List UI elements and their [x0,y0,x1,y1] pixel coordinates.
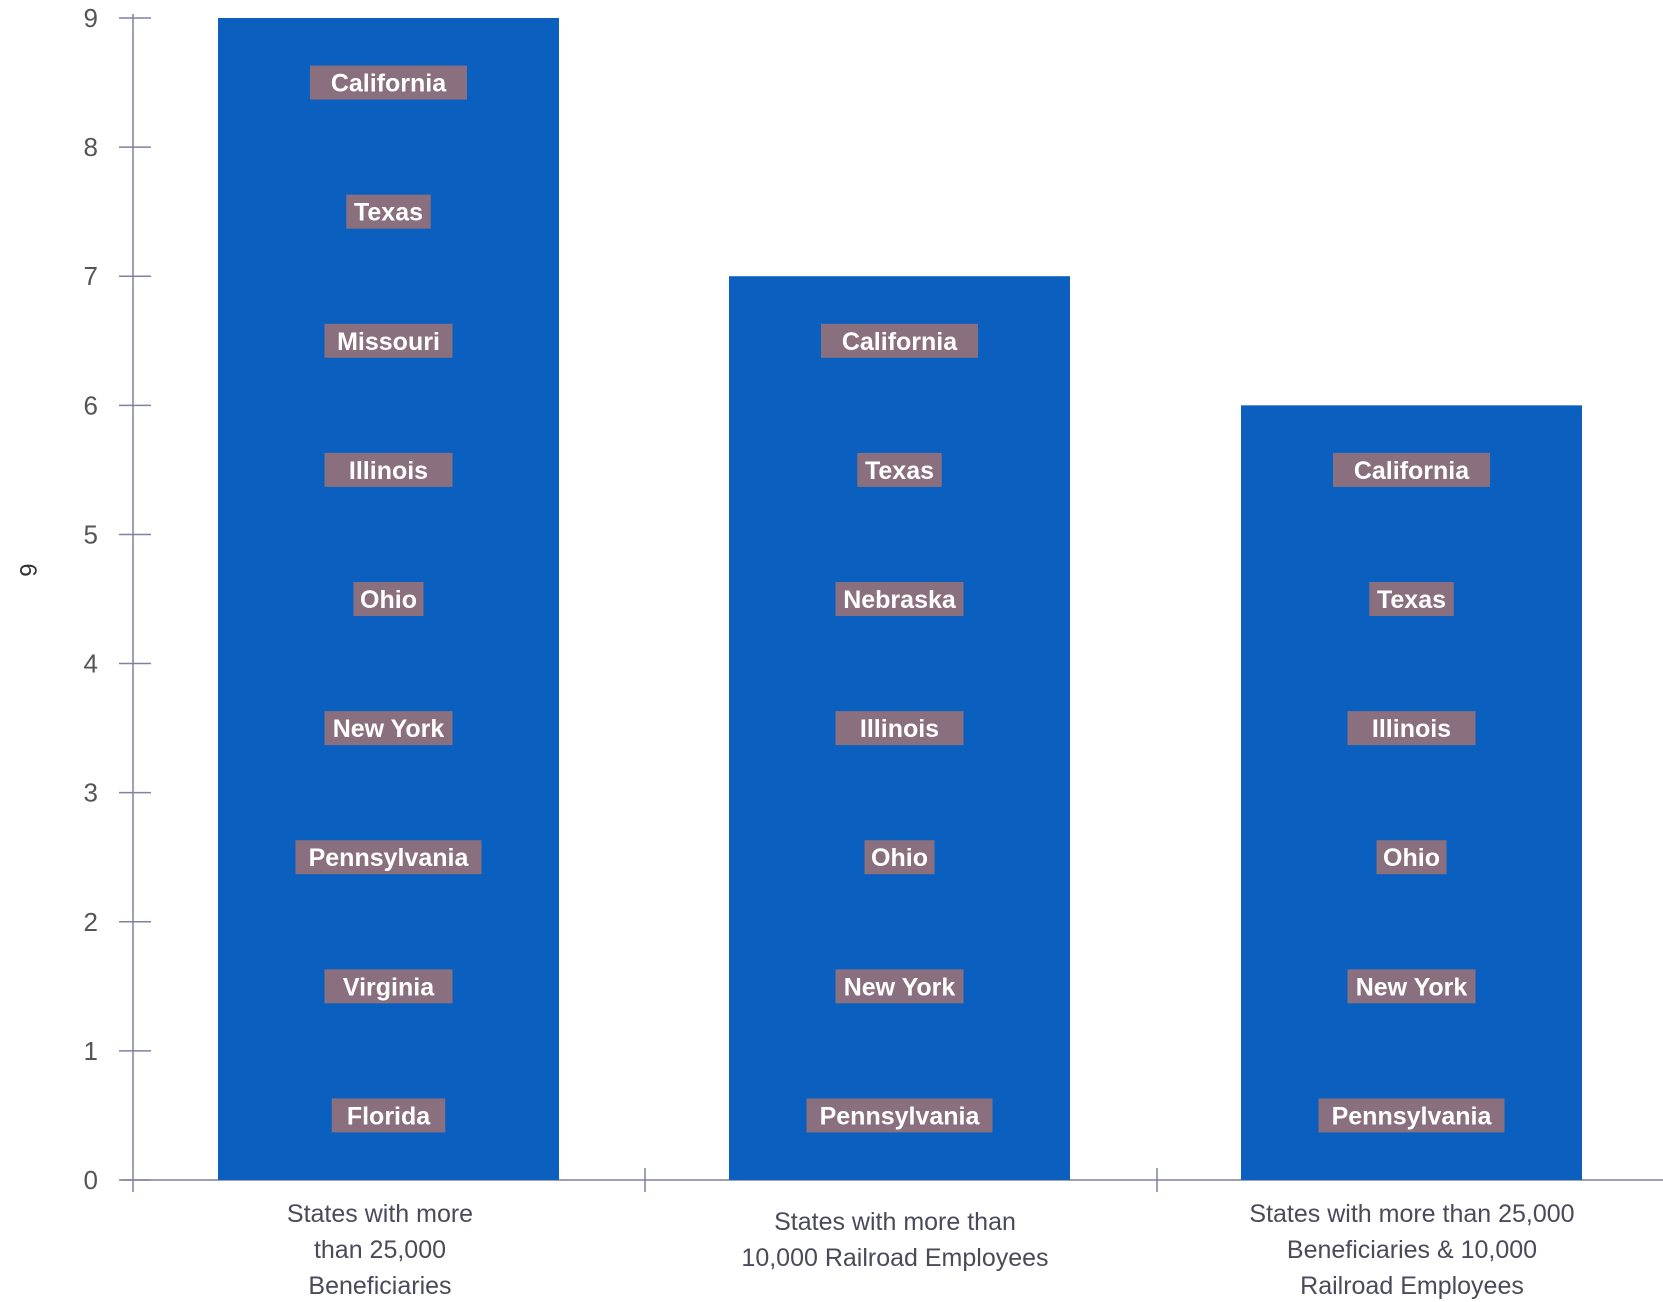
category-label: than 25,000 [314,1236,446,1264]
segment-label: California [331,70,447,98]
segment-label-bg [346,194,431,229]
segment-label: New York [844,973,956,1001]
segment-label: Pennsylvania [309,844,470,872]
y-tick-label: 8 [84,132,98,162]
segment-label: Pennsylvania [1332,1102,1493,1130]
segment-label-bg [821,323,978,358]
y-tick-label: 3 [84,778,98,808]
y-tick-label: 5 [84,519,98,549]
segment-label: Illinois [349,457,428,485]
category-label: Beneficiaries [308,1272,451,1300]
segment-label-bg [864,840,935,875]
segment-label: Nebraska [843,586,957,614]
segment-label-bg [1318,1098,1505,1133]
segment-label-bg [324,323,453,358]
segment-label: Pennsylvania [820,1102,981,1130]
segment-label: California [842,328,958,356]
y-tick-label: 9 [84,3,98,33]
segment-label-bg [1376,840,1447,875]
segment-label: New York [333,715,445,743]
category-label: Railroad Employees [1300,1272,1524,1300]
segment-label-bg [1369,582,1454,616]
category-label: States with more than [774,1208,1016,1236]
y-tick-label: 7 [84,261,98,291]
segment-label-bg [310,65,467,100]
segment-label-bg [295,840,482,875]
segment-label-bg [324,711,453,746]
segment-label: Missouri [337,328,440,356]
segment-label-bg [835,711,964,746]
segment-label: Illinois [1372,715,1451,743]
segment-label-bg [331,1098,446,1133]
y-tick-label: 0 [84,1165,98,1195]
y-tick-label: 4 [84,649,98,679]
category-label: States with more than 25,000 [1249,1200,1574,1228]
segment-label: Ohio [360,586,417,614]
segment-label-bg [324,452,453,487]
axes: 0 1 2 3 4 5 6 7 8 9 States with more than 25,000 Ben… [84,3,1663,1300]
segment-label-bg [835,582,964,616]
segment-label-bg [324,969,453,1004]
segment-label: Texas [354,199,423,227]
segment-label: Illinois [860,715,939,743]
category-label: 10,000 Railroad Employees [741,1244,1048,1272]
segment-label: Virginia [343,973,435,1001]
segment-label-bg [1333,452,1490,487]
category-label: States with more [287,1200,473,1228]
category-label: Beneficiaries & 10,000 [1287,1236,1537,1264]
y-tick-label: 2 [84,907,98,937]
y-axis-label: 6 [14,563,41,576]
segment-label-bg [835,969,964,1004]
segment-label: Ohio [1383,844,1440,872]
segment-label-bg [857,452,942,487]
segment-label: California [1354,457,1470,485]
segment-label-bg [806,1098,993,1133]
y-tick-label: 6 [84,390,98,420]
segment-label: Texas [1377,586,1446,614]
bar [1241,405,1582,1180]
segment-label-bg [1347,969,1476,1004]
labels: Florida Virginia Pennsylvania New York Ohio I… [295,65,1505,1133]
segment-label: Texas [865,457,934,485]
y-tick-label: 1 [84,1036,98,1066]
segment-label: New York [1356,973,1468,1001]
segment-label: Florida [347,1102,431,1130]
segment-label-bg [1347,711,1476,746]
segment-label: Ohio [871,844,928,872]
segment-label-bg [353,582,424,616]
